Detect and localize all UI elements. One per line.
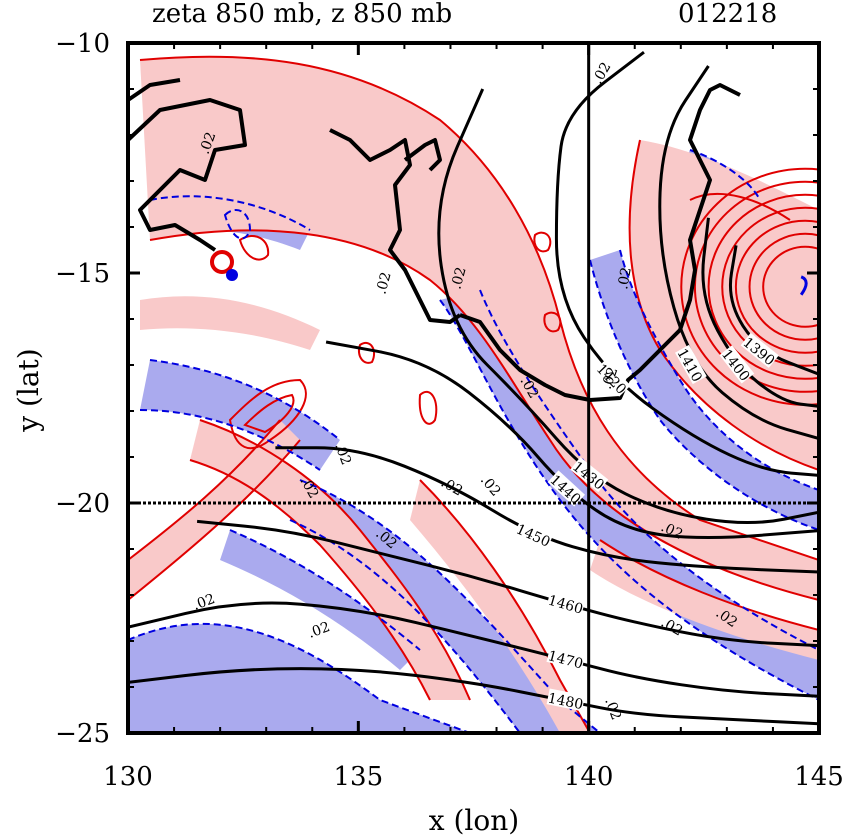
x-tick-label: 130 (103, 762, 153, 792)
positive-contour (533, 231, 552, 253)
negative-contour (439, 299, 819, 701)
coastline-path (128, 98, 247, 252)
y-tick-label: −25 (55, 719, 110, 749)
zeta-label: .02 (331, 441, 354, 467)
height-label-1480: 1480 (546, 690, 584, 713)
coastline-path (128, 78, 181, 102)
cyclone-ring (762, 245, 819, 328)
positive-contour (139, 55, 819, 561)
negative-contour (128, 622, 471, 733)
height-label-bg (675, 344, 707, 385)
positive-contour (599, 539, 819, 631)
negative-contour (149, 359, 341, 441)
x-tick-label: 140 (564, 762, 614, 792)
negative-contour (619, 249, 819, 491)
coastline-path (403, 138, 442, 172)
chart-title-left: zeta 850 mb, z 850 mb (152, 0, 452, 29)
height-contour-1410 (658, 65, 819, 441)
height-label-bg (740, 332, 779, 368)
y-tick-label: −20 (55, 489, 110, 519)
height-contour-1440 (325, 340, 819, 539)
coastline-path (329, 128, 462, 324)
negative-contour (689, 149, 761, 201)
cyclone-ring (734, 219, 819, 354)
positive-contour (243, 393, 295, 434)
negative-contour (139, 409, 321, 471)
positive-vorticity-contours (128, 55, 819, 733)
y-tick-label: −10 (55, 29, 110, 59)
negative-band (590, 250, 819, 530)
height-label-bg (546, 688, 586, 712)
height-label-bg (546, 590, 586, 616)
negative-contour (589, 259, 819, 531)
positive-contour (543, 311, 562, 333)
height-label-bg (547, 470, 585, 507)
negative-contour (479, 289, 819, 651)
negative-contour (289, 519, 521, 733)
height-label-bg (719, 345, 755, 384)
zeta-label: .02 (448, 265, 469, 291)
height-contour-1480 (128, 667, 819, 726)
zeta-label: .02 (373, 270, 394, 296)
cyclone-ring (693, 180, 819, 393)
negative-contour (229, 529, 421, 651)
plot-frame (126, 41, 821, 735)
positive-contour (228, 378, 307, 450)
height-contour-1450 (275, 446, 819, 574)
cyclone-ring (721, 206, 819, 367)
y-axis-label: y (lat) (12, 348, 45, 432)
height-label-bg (546, 646, 586, 671)
positive-contour (149, 229, 819, 601)
x-tick-label: 135 (334, 762, 384, 792)
positive-band (190, 420, 470, 700)
cyclone-center-marker (799, 275, 808, 296)
x-tick-label: 145 (794, 762, 844, 792)
positive-contour (189, 459, 431, 701)
negative-vorticity-contours (128, 149, 819, 733)
height-contour-1400 (701, 217, 819, 408)
chart-title-right: 012218 (678, 0, 777, 29)
positive-contour (358, 342, 376, 364)
negative-contour (223, 209, 252, 240)
zeta-label: .02 (191, 591, 217, 614)
positive-band (410, 480, 590, 733)
positive-band (140, 56, 819, 601)
negative-contour (299, 479, 601, 733)
y-tick-label: −15 (55, 259, 110, 289)
height-label-bg (514, 519, 554, 550)
positive-contour (238, 235, 270, 261)
west-vortex-ring (210, 250, 234, 274)
zeta-label: .02 (599, 365, 622, 391)
positive-band (128, 420, 300, 600)
positive-band (590, 540, 819, 660)
height-contour-1430 (437, 88, 819, 525)
zeta-label: .02 (615, 266, 635, 291)
zeta-label: .02 (197, 130, 220, 156)
height-contour-1470 (128, 601, 819, 698)
positive-contour (418, 390, 438, 425)
x-axis-label: x (lon) (429, 804, 519, 837)
positive-contour (128, 419, 281, 561)
cyclone-ring (748, 232, 819, 341)
height-contour-1420 (554, 51, 819, 477)
west-vortex (210, 250, 238, 281)
positive-contour (689, 192, 791, 221)
positive-contour (199, 419, 471, 701)
zeta-label: .02 (306, 619, 332, 642)
height-label-bg (594, 359, 631, 397)
west-vortex-core (226, 269, 238, 281)
height-contour-1460 (196, 519, 819, 648)
positive-band (140, 296, 320, 350)
negative-band (128, 623, 470, 733)
zeta-label: .02 (601, 696, 624, 722)
cyclone-ring (707, 193, 819, 380)
negative-contour (149, 195, 311, 231)
height-contours (128, 51, 819, 726)
axis-ticks: 130 135 140 145 −10 −15 −20 −25 (55, 29, 844, 792)
negative-band (220, 530, 420, 670)
